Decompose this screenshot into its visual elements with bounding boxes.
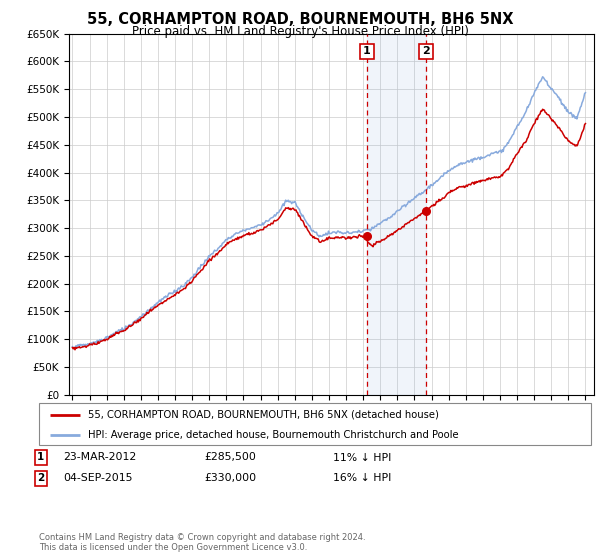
Text: Price paid vs. HM Land Registry's House Price Index (HPI): Price paid vs. HM Land Registry's House … <box>131 25 469 38</box>
Text: 16% ↓ HPI: 16% ↓ HPI <box>333 473 391 483</box>
Text: HPI: Average price, detached house, Bournemouth Christchurch and Poole: HPI: Average price, detached house, Bour… <box>88 430 458 440</box>
Text: £285,500: £285,500 <box>204 452 256 463</box>
Bar <box>367 34 426 395</box>
Text: 55, CORHAMPTON ROAD, BOURNEMOUTH, BH6 5NX: 55, CORHAMPTON ROAD, BOURNEMOUTH, BH6 5N… <box>87 12 513 27</box>
Text: £330,000: £330,000 <box>204 473 256 483</box>
FancyBboxPatch shape <box>39 403 591 445</box>
Text: 1: 1 <box>363 46 371 57</box>
Text: 2: 2 <box>37 473 44 483</box>
Text: 11% ↓ HPI: 11% ↓ HPI <box>333 452 391 463</box>
Text: Contains HM Land Registry data © Crown copyright and database right 2024.: Contains HM Land Registry data © Crown c… <box>39 533 365 542</box>
Text: 23-MAR-2012: 23-MAR-2012 <box>63 452 136 463</box>
Text: 2: 2 <box>422 46 430 57</box>
Text: This data is licensed under the Open Government Licence v3.0.: This data is licensed under the Open Gov… <box>39 543 307 552</box>
Text: 55, CORHAMPTON ROAD, BOURNEMOUTH, BH6 5NX (detached house): 55, CORHAMPTON ROAD, BOURNEMOUTH, BH6 5N… <box>88 410 439 420</box>
Text: 1: 1 <box>37 452 44 463</box>
Text: 04-SEP-2015: 04-SEP-2015 <box>63 473 133 483</box>
